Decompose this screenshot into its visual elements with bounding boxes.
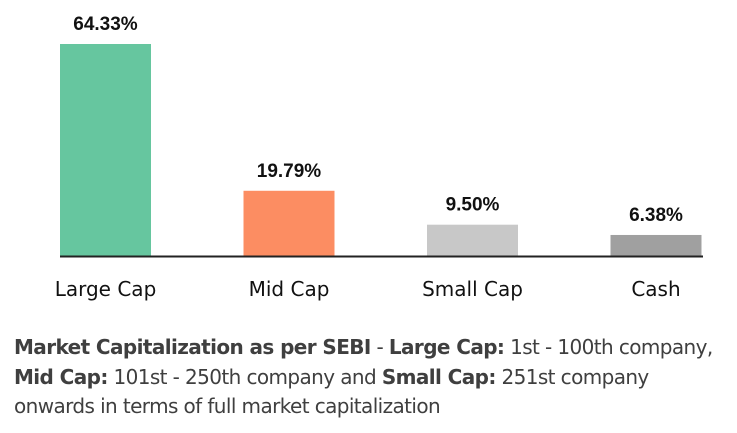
footnote-text: 1st - 100th company, (504, 335, 713, 359)
data-label: 19.79% (257, 161, 322, 182)
bar-chart: 64.33% Large Cap 19.79% Mid Cap 9.50% Small C… (55, 14, 703, 301)
category-label: Cash (631, 277, 680, 301)
footnote-bold-text: Mid Cap: (14, 364, 108, 389)
footnote-text: 251st company onwards in terms of full m… (14, 364, 649, 419)
data-label: 6.38% (629, 205, 683, 226)
footnote-text: 101st - 250th company and (107, 364, 382, 389)
bar-large-cap (60, 44, 151, 256)
bar-small-cap (427, 224, 518, 256)
bar-cash (610, 234, 702, 256)
data-label: 9.50% (446, 195, 500, 216)
category-label: Small Cap (422, 277, 523, 301)
footnote-bold-text: Small Cap: (381, 364, 497, 389)
category-label: Large Cap (55, 277, 157, 301)
data-label: 64.33% (73, 14, 138, 35)
category-label: Mid Cap (249, 277, 330, 301)
footnote: Market Capitalization as per SEBI - Larg… (14, 333, 729, 422)
bar-mid-cap (243, 190, 335, 256)
footnote-bold-text: Large Cap: (388, 335, 505, 359)
footnote-text: - (370, 335, 389, 359)
footnote-bold-text: Market Capitalization as per SEBI (14, 335, 371, 359)
